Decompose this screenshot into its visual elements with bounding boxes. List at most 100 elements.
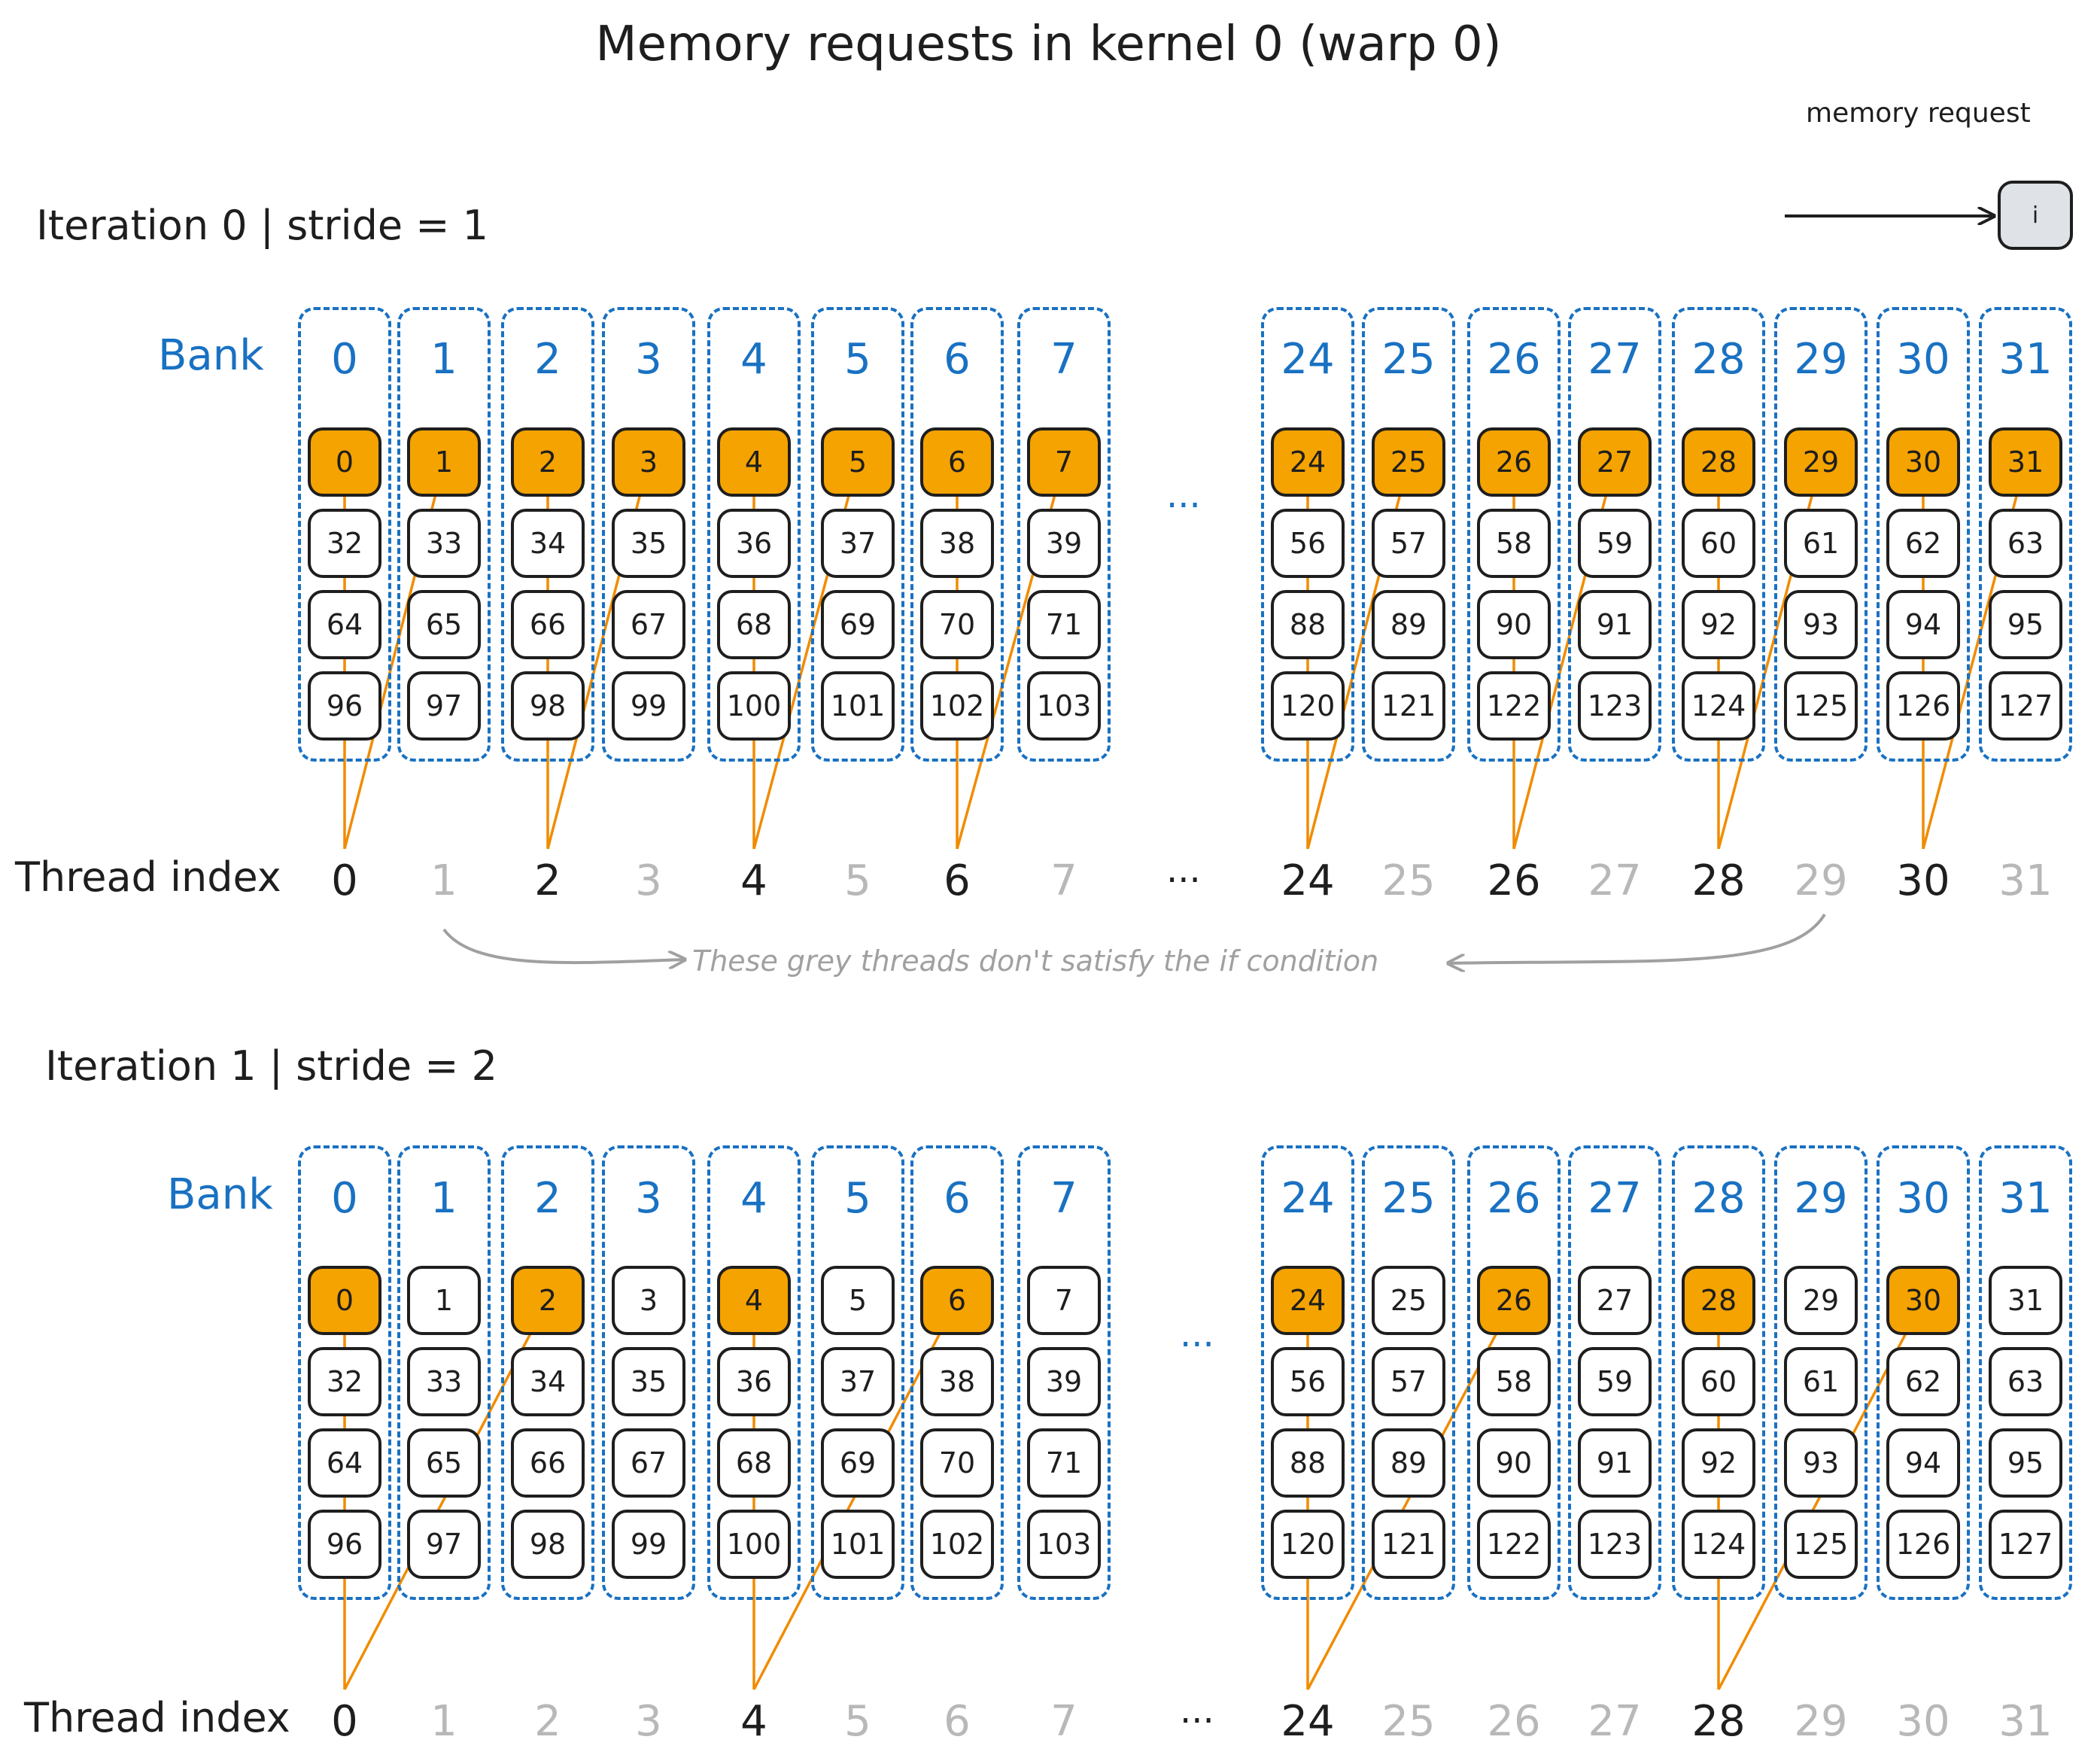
iter1-memory-cell: 27: [1578, 1266, 1652, 1335]
iter1-memory-cell: 4: [717, 1266, 791, 1335]
iter1-memory-cell: 64: [308, 1428, 381, 1498]
iter0-memory-cell: 37: [821, 509, 895, 578]
iter1-memory-cell: 60: [1682, 1347, 1755, 1416]
iter0-bank-number: 2: [534, 335, 561, 384]
iter1-bank-column-2: [501, 1145, 594, 1600]
iter1-memory-cell: 39: [1027, 1347, 1101, 1416]
iter0-memory-cell: 31: [1989, 427, 2062, 497]
iter1-memory-cell: 91: [1578, 1428, 1652, 1498]
iter1-memory-cell: 1: [407, 1266, 481, 1335]
iter1-memory-cell: 32: [308, 1347, 381, 1416]
iter0-bank-number: 25: [1381, 335, 1436, 384]
iter0-bank-number: 3: [635, 335, 662, 384]
iter1-bank-column-3: [602, 1145, 695, 1600]
iter1-memory-cell: 26: [1477, 1266, 1551, 1335]
iter1-bank-column-31: [1979, 1145, 2072, 1600]
iter0-memory-cell: 101: [821, 671, 895, 741]
iter1-memory-cell: 7: [1027, 1266, 1101, 1335]
iter0-bank-number: 26: [1487, 335, 1541, 384]
iter0-memory-cell: 30: [1886, 427, 1960, 497]
iter1-memory-cell: 90: [1477, 1428, 1551, 1498]
iter1-label: Iteration 1 | stride = 2: [45, 1042, 498, 1090]
iter1-bank-number: 5: [844, 1174, 871, 1223]
iter1-memory-cell: 121: [1372, 1510, 1445, 1579]
iter1-memory-cell: 33: [407, 1347, 481, 1416]
iter0-memory-cell: 125: [1784, 671, 1858, 741]
iter0-memory-cell: 24: [1271, 427, 1345, 497]
iter0-memory-cell: 27: [1578, 427, 1652, 497]
iter0-memory-cell: 34: [511, 509, 585, 578]
iter0-memory-cell: 26: [1477, 427, 1551, 497]
iter1-bank-number: 2: [534, 1174, 561, 1223]
iter0-bank-column-24: [1261, 307, 1354, 762]
iter0-memory-cell: 97: [407, 671, 481, 741]
iter1-memory-cell: 0: [308, 1266, 381, 1335]
iter1-bank-column-5: [811, 1145, 904, 1600]
iter0-memory-cell: 62: [1886, 509, 1960, 578]
iter0-thread-6: 6: [944, 856, 971, 905]
iter1-memory-cell: 29: [1784, 1266, 1858, 1335]
iter1-bank-number: 31: [1998, 1174, 2053, 1223]
iter1-memory-cell: 93: [1784, 1428, 1858, 1498]
iter1-memory-cell: 5: [821, 1266, 895, 1335]
iter0-thread-1: 1: [430, 856, 457, 905]
iter0-memory-cell: 126: [1886, 671, 1960, 741]
iter0-bank-column-31: [1979, 307, 2072, 762]
iter0-bank-number: 30: [1896, 335, 1950, 384]
iter0-memory-cell: 3: [612, 427, 685, 497]
iter1-bank-column-1: [397, 1145, 491, 1600]
iter0-bank-number: 7: [1050, 335, 1077, 384]
iter1-memory-cell: 66: [511, 1428, 585, 1498]
iter0-memory-cell: 1: [407, 427, 481, 497]
iter0-bank-column-4: [707, 307, 801, 762]
iter0-thread-29: 29: [1794, 856, 1848, 905]
iter0-bank-column-29: [1774, 307, 1868, 762]
iter0-memory-cell: 91: [1578, 590, 1652, 659]
iter1-memory-cell: 69: [821, 1428, 895, 1498]
iter1-memory-cell: 126: [1886, 1510, 1960, 1579]
iter0-memory-cell: 6: [920, 427, 994, 497]
iter1-memory-cell: 6: [920, 1266, 994, 1335]
iter0-thread-24: 24: [1281, 856, 1335, 905]
iter0-bank-number: 1: [430, 335, 457, 384]
iter0-memory-cell: 32: [308, 509, 381, 578]
iter0-bank-number: 31: [1998, 335, 2053, 384]
iter0-memory-cell: 58: [1477, 509, 1551, 578]
note-arrow-right: [1448, 913, 1826, 963]
iter1-bank-column-27: [1568, 1145, 1661, 1600]
iter0-memory-cell: 65: [407, 590, 481, 659]
iter0-bank-column-7: [1017, 307, 1111, 762]
iter1-memory-cell: 56: [1271, 1347, 1345, 1416]
iter0-memory-cell: 36: [717, 509, 791, 578]
iter0-thread-ellipsis: ...: [1166, 849, 1201, 891]
iter1-bank-ellipsis: ...: [1180, 1313, 1214, 1355]
iter0-memory-cell: 98: [511, 671, 585, 741]
iter1-memory-cell: 96: [308, 1510, 381, 1579]
iter0-bank-column-30: [1877, 307, 1970, 762]
iter0-bank-number: 27: [1588, 335, 1642, 384]
iter1-memory-cell: 28: [1682, 1266, 1755, 1335]
iter1-bank-number: 6: [944, 1174, 971, 1223]
iter0-memory-cell: 124: [1682, 671, 1755, 741]
iter0-memory-cell: 96: [308, 671, 381, 741]
iter1-memory-cell: 34: [511, 1347, 585, 1416]
iter0-thread-31: 31: [1998, 856, 2053, 905]
iter1-bank-column-29: [1774, 1145, 1868, 1600]
iter1-thread-7: 7: [1050, 1697, 1077, 1746]
iter0-memory-cell: 39: [1027, 509, 1101, 578]
iter0-memory-cell: 5: [821, 427, 895, 497]
iter1-bank-column-0: [298, 1145, 391, 1600]
iter0-memory-cell: 29: [1784, 427, 1858, 497]
iter1-bank-number: 24: [1281, 1174, 1335, 1223]
iter0-memory-cell: 99: [612, 671, 685, 741]
iter0-memory-cell: 123: [1578, 671, 1652, 741]
iter0-bank-ellipsis: ...: [1166, 474, 1201, 516]
iter1-bank-column-6: [910, 1145, 1004, 1600]
iter1-memory-cell: 88: [1271, 1428, 1345, 1498]
iter0-memory-cell: 88: [1271, 590, 1345, 659]
iter1-thread-word: Thread index: [24, 1694, 290, 1741]
iter1-memory-cell: 65: [407, 1428, 481, 1498]
iter0-memory-cell: 94: [1886, 590, 1960, 659]
iter1-memory-cell: 61: [1784, 1347, 1858, 1416]
iter0-memory-cell: 67: [612, 590, 685, 659]
